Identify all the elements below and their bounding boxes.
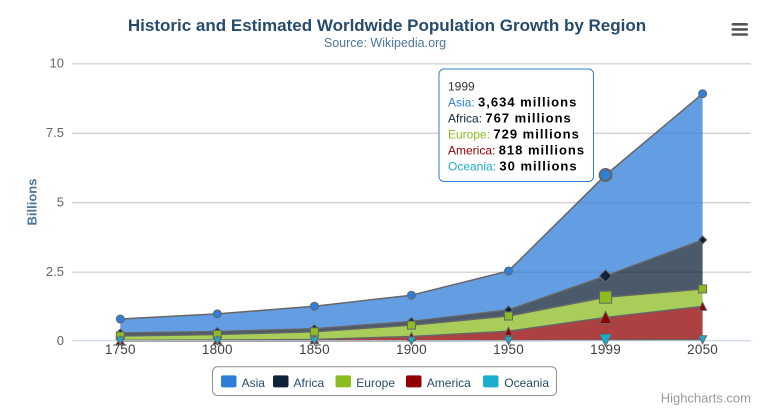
svg-text:Source: Wikipedia.org: Source: Wikipedia.org	[324, 36, 446, 50]
svg-text:1999: 1999	[590, 342, 621, 357]
svg-text:Asia: Asia	[242, 376, 266, 390]
svg-text:5: 5	[57, 194, 64, 209]
svg-text:1750: 1750	[105, 342, 136, 357]
svg-text:10: 10	[50, 56, 64, 71]
svg-text:1800: 1800	[202, 342, 233, 357]
svg-text:Africa: Africa	[294, 376, 325, 390]
svg-text:1999: 1999	[448, 80, 475, 94]
svg-text:2.5: 2.5	[46, 264, 64, 279]
svg-text:Historic and Estimated Worldwi: Historic and Estimated Worldwide Populat…	[128, 16, 646, 35]
svg-text:Oceania: 30 millions: Oceania: 30 millions	[448, 159, 578, 174]
svg-text:1950: 1950	[493, 342, 524, 357]
svg-text:1850: 1850	[299, 342, 330, 357]
svg-text:7.5: 7.5	[46, 125, 64, 140]
svg-text:Asia: 3,634 millions: Asia: 3,634 millions	[448, 95, 577, 110]
svg-text:Europe: Europe	[356, 376, 395, 390]
svg-text:Oceania: Oceania	[504, 376, 549, 390]
svg-text:America: America	[427, 376, 471, 390]
svg-text:America: 818 millions: America: 818 millions	[448, 143, 585, 158]
svg-text:2050: 2050	[687, 342, 718, 357]
svg-text:Highcharts.com: Highcharts.com	[661, 391, 751, 406]
svg-text:0: 0	[57, 333, 64, 348]
svg-text:Billions: Billions	[25, 179, 40, 226]
svg-text:1900: 1900	[396, 342, 427, 357]
svg-text:Europe: 729 millions: Europe: 729 millions	[448, 127, 580, 142]
svg-text:Africa: 767 millions: Africa: 767 millions	[448, 111, 572, 126]
